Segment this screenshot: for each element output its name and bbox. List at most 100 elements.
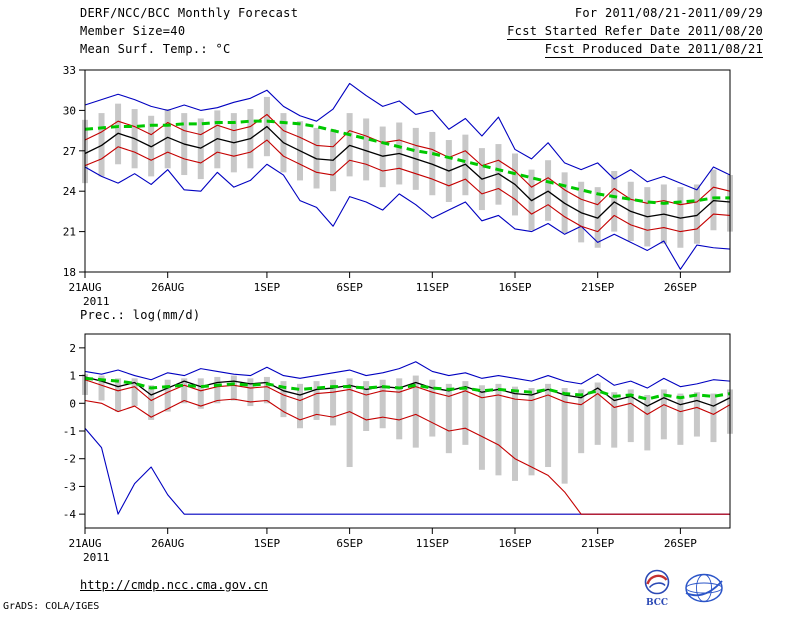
spread-bar [429, 379, 436, 437]
x-tick-label: 11SEP [416, 537, 449, 550]
cma-ncc-logo [682, 572, 726, 608]
spread-bar [197, 118, 204, 180]
fcst-produced-label: Fcst Produced Date 2011/08/21 [544, 42, 763, 58]
x-tick-label: 16SEP [498, 281, 531, 294]
spread-bar [396, 378, 403, 440]
spread-bar [578, 389, 585, 454]
series-ensemble-min [84, 163, 731, 270]
spread-bar [346, 378, 353, 468]
series-climatology [84, 119, 730, 205]
spread-bar [545, 383, 552, 468]
spread-bar [379, 379, 386, 429]
x-tick-label: 16SEP [498, 537, 531, 550]
spread-bar [131, 378, 138, 407]
x-tick-label: 21SEP [581, 281, 614, 294]
spread-bar [164, 109, 171, 169]
spread-bar [230, 375, 237, 401]
fcst-started-label: Fcst Started Refer Date 2011/08/20 [507, 24, 763, 40]
spread-bar [164, 379, 171, 412]
spread-bar [528, 388, 535, 476]
y-tick-label: 2 [69, 342, 76, 355]
y-tick-label: 0 [69, 397, 76, 410]
spread-bar [495, 383, 502, 476]
spread-bar [297, 383, 303, 429]
spread-bar [710, 393, 717, 443]
spread-bar [412, 375, 419, 448]
series-mean-plus-std [84, 379, 731, 415]
x-tick-label: 26SEP [664, 537, 697, 550]
spread-bar [445, 383, 452, 454]
spread-bar [710, 169, 717, 231]
spread-bar [644, 394, 651, 451]
prec-chart-title: Prec.: log(mm/d) [80, 308, 201, 322]
x-tick-label: 1SEP [254, 281, 281, 294]
series-ensemble-mean [84, 125, 731, 219]
spread-bar [363, 381, 370, 431]
x-tick-label: 21AUG [68, 537, 101, 550]
y-tick-label: -1 [63, 425, 76, 438]
y-tick-label: 30 [63, 104, 76, 117]
grads-credit: GrADS: COLA/IGES [3, 601, 100, 612]
spread-bar [693, 184, 700, 244]
spread-bar [181, 378, 188, 404]
x-axis-year-label: 2011 [83, 295, 110, 308]
precipitation-plot: 2 1 0 -1 -2 -3 -4 21AUG 26AUG 1SEP 6SEP 11SEP 16SEP 2… [63, 333, 733, 564]
y-tick-label: -3 [63, 480, 76, 493]
spread-bar [677, 187, 684, 248]
spread-bar [247, 378, 254, 407]
spread-bar [280, 381, 287, 418]
bcc-logo-icon [644, 569, 670, 595]
series-ensemble-mean [84, 376, 731, 407]
spread-bar [115, 378, 122, 412]
spread-bar [363, 118, 370, 181]
spread-bar [98, 375, 105, 401]
y-tick-label: -2 [63, 453, 76, 466]
y-tick-label: -4 [63, 508, 77, 521]
y-tick-label: 27 [63, 145, 76, 158]
bcc-logo-label: BCC [645, 598, 669, 608]
x-tick-label: 26AUG [151, 281, 184, 294]
spread-bar [561, 388, 568, 484]
x-tick-label: 6SEP [336, 281, 363, 294]
temperature-plot: 33 30 27 24 21 18 21AUG 26AUG 1SEP 6SEP 11SEP 16SEP… [63, 64, 733, 308]
x-tick-label: 21SEP [581, 537, 614, 550]
spread-bar [148, 385, 155, 420]
y-tick-label: 18 [63, 266, 76, 279]
spread-bar [462, 381, 469, 445]
series-ensemble-max [84, 361, 731, 389]
x-tick-label: 11SEP [416, 281, 449, 294]
x-tick-label: 1SEP [254, 537, 281, 550]
x-tick-label: 6SEP [336, 537, 363, 550]
series-climatology [84, 376, 731, 401]
forecast-range-label: For 2011/08/21-2011/09/29 [574, 6, 763, 20]
spread-bar [594, 382, 601, 445]
series-ensemble-max [84, 82, 731, 191]
spread-bar [197, 378, 204, 409]
spread-bar [214, 376, 221, 404]
y-tick-label: 1 [69, 370, 76, 383]
bcc-logo: BCC [640, 569, 674, 608]
globe-logo-icon [685, 573, 723, 603]
x-axis-year-label: 2011 [83, 551, 110, 564]
website-link[interactable]: http://cmdp.ncc.cma.gov.cn [80, 578, 268, 592]
spread-bar [330, 379, 337, 426]
series-mean-minus-std [84, 398, 730, 515]
spread-bar [660, 389, 667, 440]
spread-bar [693, 392, 700, 437]
page-title: DERF/NCC/BCC Monthly Forecast [80, 6, 299, 20]
series-mean-plus-std [84, 113, 731, 206]
spread-bar [545, 160, 552, 221]
spread-bar [346, 113, 353, 177]
spread-bar [512, 386, 518, 481]
spread-bar [478, 385, 485, 470]
spread-bar [263, 376, 270, 404]
spread-bar [611, 171, 618, 232]
x-tick-label: 21AUG [68, 281, 101, 294]
spread-bar [313, 381, 320, 420]
y-tick-label: 21 [63, 226, 76, 239]
spread-bar [627, 389, 634, 443]
spread-bar [611, 392, 618, 448]
y-tick-label: 24 [63, 185, 77, 198]
plot-frame [84, 69, 731, 273]
